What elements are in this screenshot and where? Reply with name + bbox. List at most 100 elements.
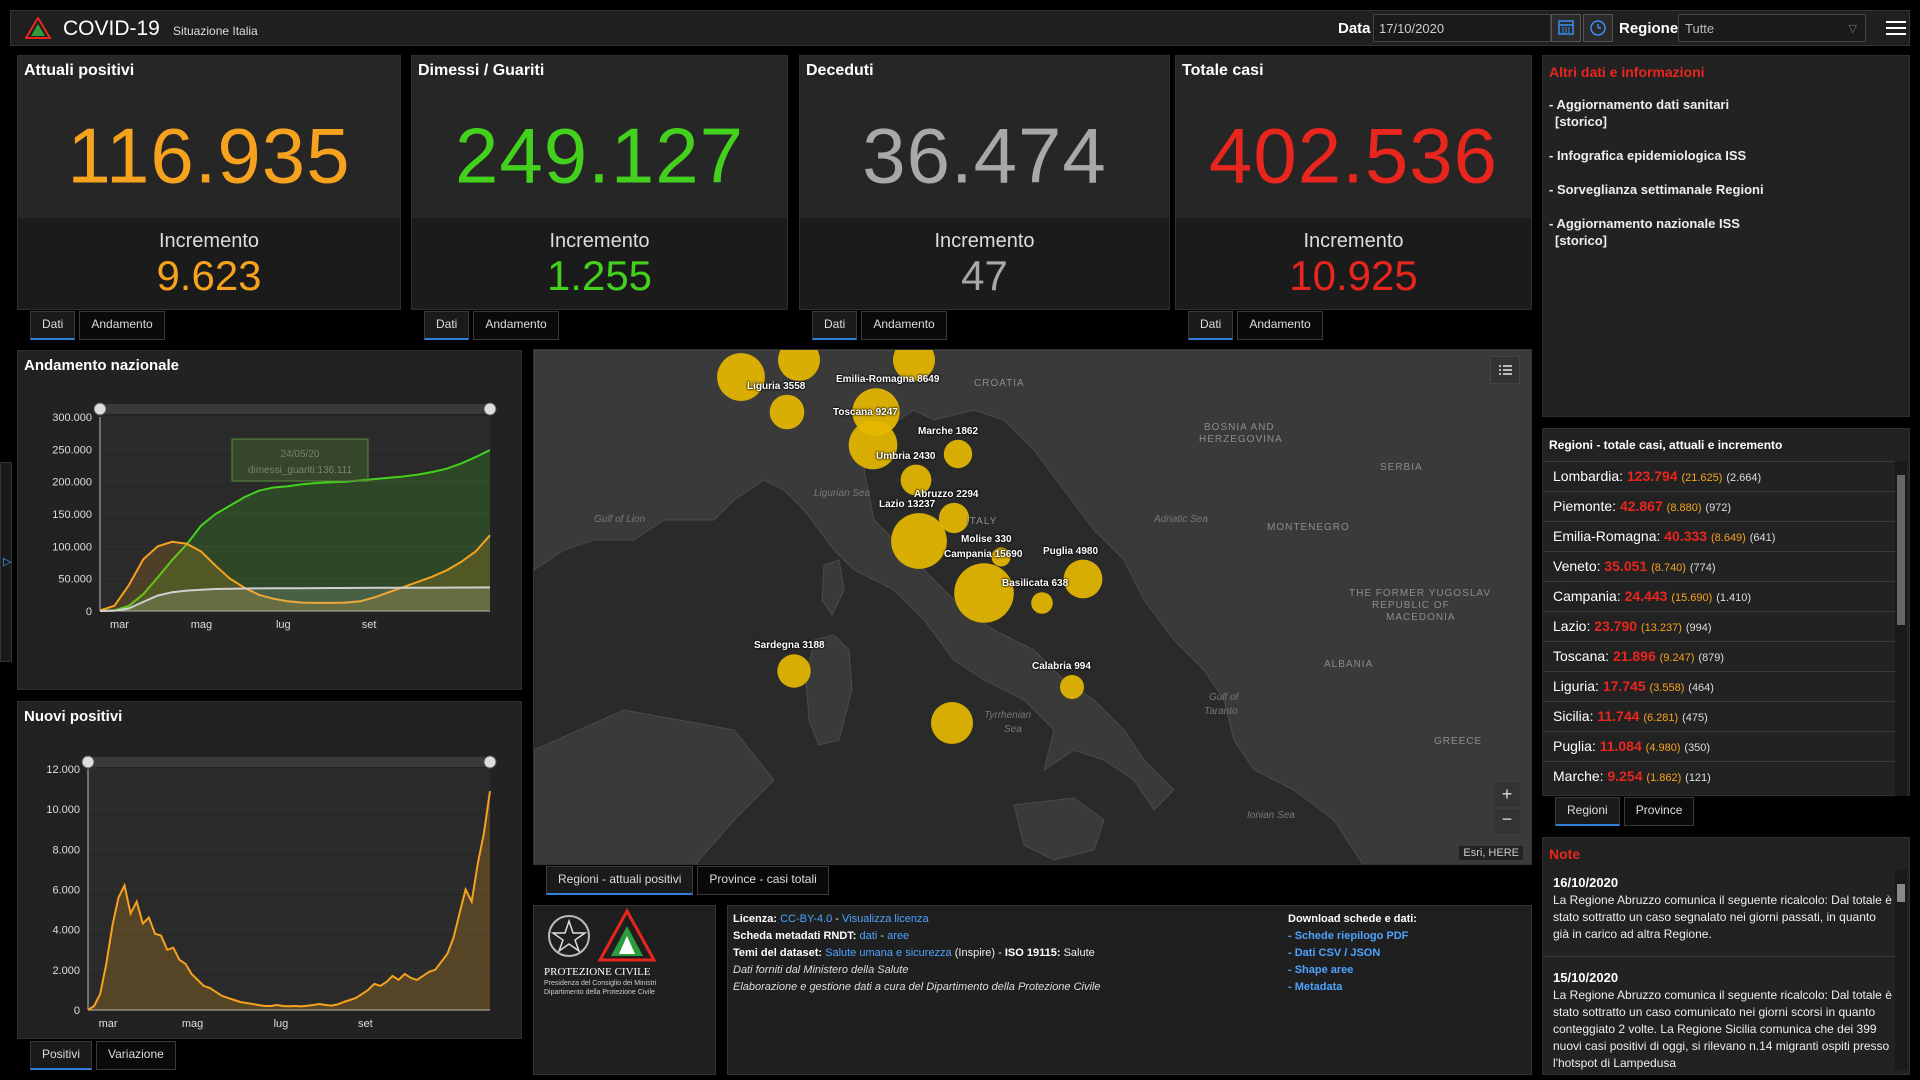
country-label: REPUBLIC OF (1372, 600, 1450, 611)
tab-dati[interactable]: Dati (30, 311, 76, 340)
tab-dati[interactable]: Dati (1188, 311, 1234, 340)
stat-label: Deceduti (806, 62, 874, 79)
region-row[interactable]: Lazio: 23.790 (13.237) (994) (1543, 611, 1896, 641)
region-row[interactable]: Marche: 9.254 (1.862) (121) (1543, 761, 1896, 791)
range-slider-handle[interactable] (93, 402, 107, 416)
region-map-label: Puglia 4980 (1043, 545, 1099, 557)
info-link-infografica[interactable]: - Infografica epidemiologica ISS (1549, 148, 1747, 163)
region-row[interactable]: Campania: 24.443 (15.690) (1.410) (1543, 581, 1896, 611)
region-bubble[interactable] (931, 702, 973, 744)
download-shape-link[interactable]: - Shape aree (1288, 964, 1354, 976)
region-bubble[interactable] (991, 547, 1011, 567)
tab-andamento[interactable]: Andamento (473, 311, 559, 340)
tab-positivi[interactable]: Positivi (30, 1041, 93, 1070)
region-row[interactable]: Emilia-Romagna: 40.333 (8.649) (641) (1543, 521, 1896, 551)
map-canvas[interactable] (534, 350, 1532, 865)
tab-regioni-attuali-positivi[interactable]: Regioni - attuali positivi (546, 866, 694, 895)
metadati-dati-link[interactable]: dati (859, 930, 878, 942)
region-bubble[interactable] (900, 464, 932, 496)
date-input[interactable] (1373, 14, 1551, 42)
notes-scrollbar[interactable] (1895, 870, 1907, 1070)
tab-dati[interactable]: Dati (812, 311, 858, 340)
info-link-aggiornamento-iss[interactable]: - Aggiornamento nazionale ISS [storico] (1549, 216, 1740, 248)
temi-link[interactable]: Salute umana e sicurezza (825, 947, 952, 959)
y-tick-label: 200.000 (52, 477, 92, 489)
zoom-in-button[interactable]: + (1494, 783, 1520, 807)
scrollbar-thumb[interactable] (1897, 475, 1905, 625)
time-button[interactable] (1583, 14, 1613, 42)
region-inc: (641) (1749, 532, 1776, 544)
region-total: 24.443 (1624, 588, 1668, 604)
sea-label: Sea (1004, 724, 1022, 735)
regione-select[interactable]: Tutte ▽ (1678, 14, 1866, 42)
andamento-nazionale-chart[interactable]: 300.000 250.000 200.000 150.000 100.000 50.00… (18, 351, 523, 691)
regions-scrollbar[interactable] (1895, 461, 1907, 796)
region-bubble[interactable] (777, 654, 811, 688)
region-row[interactable]: Puglia: 11.084 (4.980) (350) (1543, 731, 1896, 761)
metadati-aree-link[interactable]: aree (887, 930, 910, 942)
land-sicily (1013, 797, 1105, 861)
zoom-out-button[interactable]: − (1494, 809, 1520, 833)
region-bubble[interactable] (891, 513, 947, 569)
region-bubble[interactable] (848, 420, 898, 470)
legend-button[interactable] (1490, 356, 1520, 384)
download-pdf-link[interactable]: - Schede riepilogo PDF (1288, 930, 1409, 942)
menu-button[interactable] (1886, 15, 1908, 41)
map-tabs: Regioni - attuali positivi Province - ca… (546, 866, 829, 895)
range-slider-handle[interactable] (483, 402, 497, 416)
scrollbar-thumb[interactable] (1897, 884, 1905, 902)
region-bubble[interactable] (769, 394, 805, 430)
calendar-button[interactable] (1551, 14, 1581, 42)
tab-province-casi-totali[interactable]: Province - casi totali (697, 866, 829, 895)
side-panel-toggle[interactable]: ▷ (0, 462, 12, 662)
regions-list-title: Regioni - totale casi, attuali e increme… (1549, 438, 1783, 452)
region-row[interactable]: Piemonte: 42.867 (8.880) (972) (1543, 491, 1896, 521)
tab-andamento[interactable]: Andamento (861, 311, 947, 340)
tooltip-text: dimessi_guariti:136.111 (248, 465, 353, 476)
licenza-link[interactable]: CC-BY-4.0 (780, 913, 833, 925)
nuovi-positivi-panel: Nuovi positivi 12.000 10.000 8.000 6.000 4.0… (17, 701, 522, 1039)
region-row[interactable]: Toscana: 21.896 (9.247) (879) (1543, 641, 1896, 671)
region-bubble[interactable] (938, 502, 970, 534)
visualizza-licenza-link[interactable]: Visualizza licenza (842, 913, 929, 925)
region-row[interactable]: Sicilia: 11.744 (6.281) (475) (1543, 701, 1896, 731)
map-view[interactable]: CROATIA BOSNIA AND HERZEGOVINA SERBIA MO… (533, 349, 1532, 865)
region-bubble[interactable] (943, 439, 973, 469)
y-tick-label: 0 (74, 1005, 80, 1017)
region-row[interactable]: Veneto: 35.051 (8.740) (774) (1543, 551, 1896, 581)
calendar-icon (1558, 20, 1574, 35)
chart-title: Andamento nazionale (24, 357, 180, 374)
range-slider-handle[interactable] (483, 755, 497, 769)
tab-province[interactable]: Province (1623, 797, 1695, 826)
y-tick-label: 50.000 (58, 574, 92, 586)
info-link-sorveglianza[interactable]: - Sorveglianza settimanale Regioni (1549, 182, 1764, 197)
download-csv-link[interactable]: - Dati CSV / JSON (1288, 947, 1381, 959)
region-name: Marche: (1553, 768, 1604, 784)
region-map-label: Calabria 994 (1032, 661, 1091, 672)
sea-label: Ionian Sea (1247, 810, 1295, 821)
region-row[interactable]: Lombardia: 123.794 (21.625) (2.664) (1543, 461, 1896, 491)
x-tick-label: lug (276, 619, 291, 631)
tab-andamento[interactable]: Andamento (1237, 311, 1323, 340)
tab-variazione[interactable]: Variazione (96, 1041, 176, 1070)
region-bubble[interactable] (1031, 592, 1053, 614)
region-row[interactable]: Liguria: 17.745 (3.558) (464) (1543, 671, 1896, 701)
region-bubble[interactable] (717, 353, 765, 401)
region-active: (9.247) (1659, 652, 1695, 664)
nuovi-positivi-chart[interactable]: 12.000 10.000 8.000 6.000 4.000 2.000 0 mar mag l… (18, 702, 523, 1040)
download-metadata-link[interactable]: - Metadata (1288, 981, 1343, 993)
range-slider-handle[interactable] (81, 755, 95, 769)
protezione-civile-emblem-icon (597, 908, 657, 962)
tab-andamento[interactable]: Andamento (79, 311, 165, 340)
info-link-aggiornamento-dati[interactable]: - Aggiornamento dati sanitari [storico] (1549, 97, 1730, 129)
hamburger-menu-icon (1886, 21, 1906, 23)
tab-regioni[interactable]: Regioni (1555, 797, 1620, 826)
tab-dati[interactable]: Dati (424, 311, 470, 340)
clock-icon (1590, 20, 1606, 36)
region-bubble[interactable] (778, 350, 820, 381)
region-active: (13.237) (1640, 622, 1682, 634)
region-bubble[interactable] (954, 563, 1014, 623)
region-bubble[interactable] (1060, 675, 1084, 699)
region-bubble[interactable] (1063, 559, 1103, 599)
region-bubble[interactable] (893, 350, 935, 381)
